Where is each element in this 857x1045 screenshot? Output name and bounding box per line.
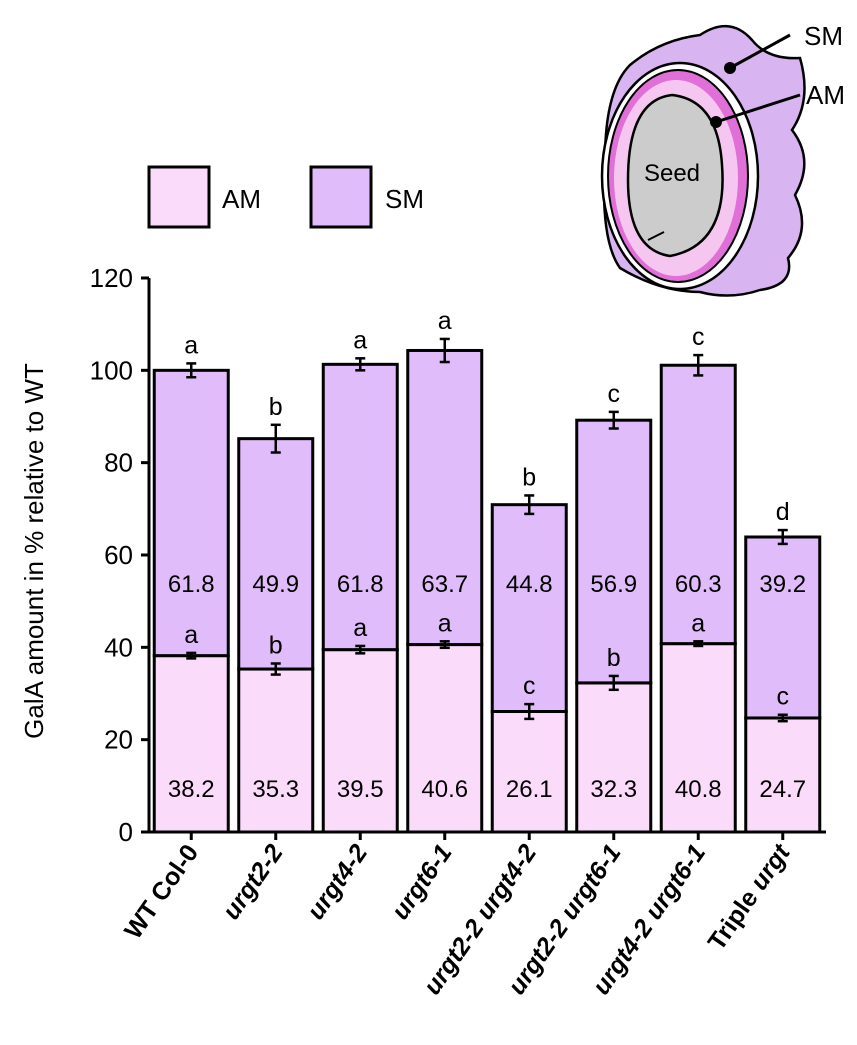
bar-sm [152, 368, 230, 658]
y-tick-label: 0 [119, 817, 133, 847]
legend-swatch-am [147, 165, 211, 229]
sm-callout-line [729, 33, 791, 70]
seed-shape [626, 93, 724, 258]
y-tick-label: 80 [104, 448, 133, 478]
legend-swatch-sm [309, 165, 373, 229]
significance-sm: c [692, 323, 705, 351]
significance-am: a [691, 609, 705, 637]
value-label-am: 39.5 [337, 776, 384, 803]
value-label-am: 32.3 [590, 776, 637, 803]
value-label-sm: 60.3 [675, 571, 722, 598]
y-tick-label: 60 [104, 540, 133, 570]
bar-am [152, 654, 230, 834]
sm-callout-dot [724, 62, 736, 74]
significance-sm: b [269, 393, 283, 421]
bar-am [490, 710, 568, 834]
value-label-sm: 61.8 [337, 571, 384, 598]
value-label-am: 26.1 [506, 776, 553, 803]
y-tick-label: 120 [90, 263, 133, 293]
seed-diagram: Seed SM AM [600, 21, 845, 297]
significance-sm: b [522, 463, 536, 491]
y-tick-label: 100 [90, 355, 133, 385]
bar-am [744, 716, 822, 834]
legend-label-sm: SM [385, 184, 424, 214]
x-tick-label: urgt2-2 [217, 839, 289, 925]
x-tick-label: WT Col-0 [119, 839, 204, 944]
significance-sm: a [438, 307, 452, 335]
bar-sm [659, 363, 737, 646]
x-tick-label: urgt6-1 [386, 839, 458, 924]
value-label-sm: 56.9 [590, 571, 637, 598]
bar-sm [237, 437, 315, 671]
significance-sm: c [608, 380, 621, 408]
bar-am [237, 667, 315, 834]
y-ticks: 0 20 40 60 80 100 120 [90, 263, 149, 847]
bar-am [575, 681, 653, 834]
bar-am [659, 642, 737, 834]
x-tick-label: Triple urgt [703, 838, 797, 956]
value-label-am: 40.8 [675, 776, 722, 803]
x-tick-label: urgt4-2 [302, 839, 374, 925]
y-tick-label: 20 [104, 725, 133, 755]
bar-sm [406, 348, 484, 647]
value-label-sm: 63.7 [421, 571, 468, 598]
value-label-am: 38.2 [168, 776, 215, 803]
bars: a a 38.2 61.8 b b 35.3 49.9 a a 39.5 61.8 a a 40.6 63.7… [152, 307, 822, 840]
seed-hilum-mark [647, 231, 665, 241]
value-label-am: 35.3 [252, 776, 299, 803]
significance-am: a [184, 621, 198, 649]
am-callout-dot [710, 116, 722, 128]
significance-am: a [353, 614, 367, 642]
value-label-sm: 61.8 [168, 571, 215, 598]
value-label-am: 24.7 [759, 776, 806, 803]
significance-am: b [607, 644, 621, 672]
y-tick-label: 40 [104, 632, 133, 662]
significance-am: c [777, 683, 790, 711]
bar-sm [321, 362, 399, 652]
bar-am [406, 643, 484, 834]
significance-sm: a [184, 331, 198, 359]
significance-am: a [438, 609, 452, 637]
am-callout-label: AM [806, 80, 845, 110]
y-axis-label: GalA amount in % relative to WT [19, 363, 49, 739]
seed-label: Seed [644, 160, 700, 187]
value-label-sm: 49.9 [252, 571, 299, 598]
significance-am: b [269, 631, 283, 659]
bar-am [321, 648, 399, 834]
value-label-am: 40.6 [421, 776, 468, 803]
significance-sm: d [776, 498, 790, 526]
sm-callout-label: SM [804, 21, 843, 51]
value-label-sm: 44.8 [506, 571, 553, 598]
legend-label-am: AM [222, 184, 261, 214]
am-callout-line [715, 93, 801, 124]
significance-sm: a [353, 326, 367, 354]
legend: AM SM [147, 165, 424, 229]
value-label-sm: 39.2 [759, 571, 806, 598]
bar-sm [744, 535, 822, 720]
significance-am: c [523, 672, 536, 700]
